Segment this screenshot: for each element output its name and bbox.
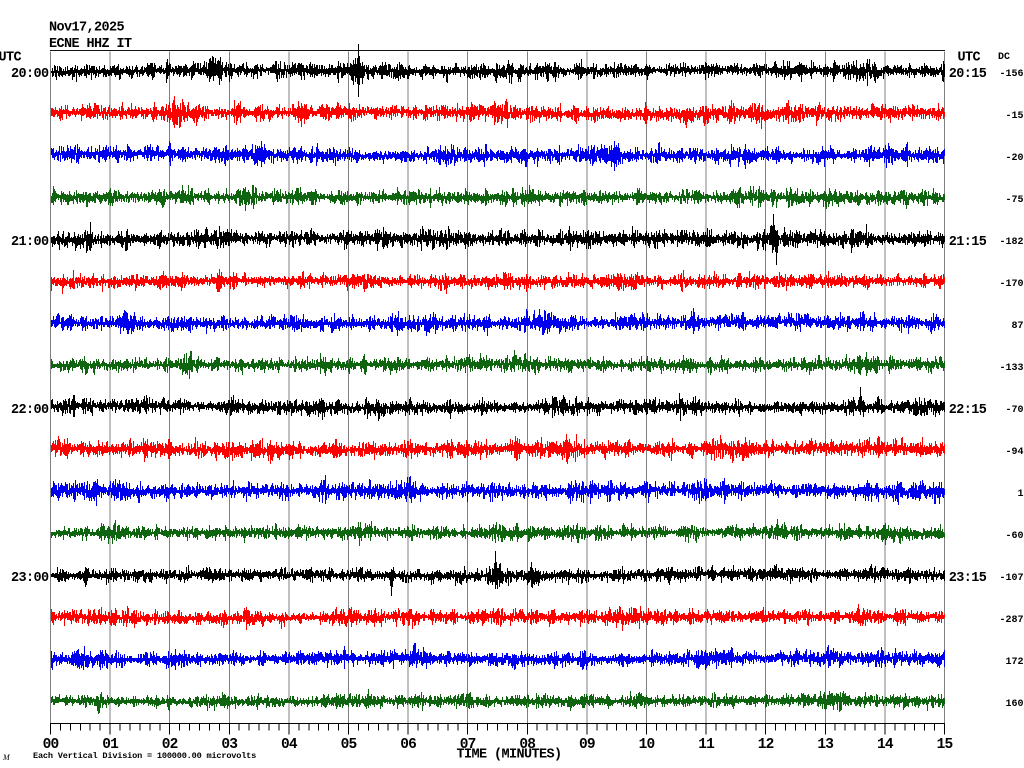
svg-text:22:15: 22:15 bbox=[949, 403, 987, 418]
svg-text:M: M bbox=[2, 753, 11, 762]
svg-text:05: 05 bbox=[341, 737, 357, 753]
svg-text:10: 10 bbox=[639, 737, 655, 753]
svg-text:09: 09 bbox=[579, 737, 595, 753]
svg-text:14: 14 bbox=[877, 737, 894, 753]
svg-text:20:15: 20:15 bbox=[949, 67, 987, 82]
svg-text:06: 06 bbox=[400, 737, 416, 753]
svg-text:01: 01 bbox=[102, 737, 119, 753]
svg-text:TIME (MINUTES): TIME (MINUTES) bbox=[456, 748, 561, 763]
svg-text:02: 02 bbox=[162, 737, 178, 753]
svg-text:00: 00 bbox=[43, 737, 59, 753]
svg-text:-156: -156 bbox=[999, 69, 1023, 80]
svg-text:UTC: UTC bbox=[958, 51, 981, 66]
svg-text:1: 1 bbox=[1017, 489, 1023, 500]
svg-text:-94: -94 bbox=[1005, 447, 1023, 458]
svg-text:11: 11 bbox=[698, 737, 715, 753]
svg-text:-287: -287 bbox=[999, 615, 1023, 626]
svg-text:15: 15 bbox=[937, 737, 953, 753]
svg-text:22:00: 22:00 bbox=[11, 403, 49, 418]
svg-text:-133: -133 bbox=[999, 363, 1023, 374]
svg-text:07: 07 bbox=[460, 737, 476, 753]
svg-text:08: 08 bbox=[519, 737, 535, 753]
svg-text:87: 87 bbox=[1011, 321, 1023, 332]
svg-text:21:15: 21:15 bbox=[949, 235, 987, 250]
svg-text:Nov17,2025: Nov17,2025 bbox=[49, 21, 125, 36]
svg-text:Each Vertical Division = 10000: Each Vertical Division = 100000.00 micro… bbox=[33, 751, 256, 761]
svg-text:23:15: 23:15 bbox=[949, 571, 987, 586]
svg-text:13: 13 bbox=[817, 737, 833, 753]
svg-text:ECNE HHZ IT: ECNE HHZ IT bbox=[49, 37, 132, 52]
svg-text:-20: -20 bbox=[1005, 153, 1023, 164]
svg-text:160: 160 bbox=[1005, 699, 1023, 710]
svg-text:UTC: UTC bbox=[0, 51, 22, 66]
svg-text:-107: -107 bbox=[999, 573, 1023, 584]
svg-text:-170: -170 bbox=[999, 279, 1023, 290]
svg-text:20:00: 20:00 bbox=[11, 67, 49, 82]
svg-text:-182: -182 bbox=[999, 237, 1023, 248]
svg-text:-15: -15 bbox=[1005, 111, 1023, 122]
svg-text:23:00: 23:00 bbox=[11, 571, 49, 586]
svg-text:12: 12 bbox=[758, 737, 774, 753]
svg-text:-70: -70 bbox=[1005, 405, 1023, 416]
svg-text:03: 03 bbox=[221, 737, 237, 753]
svg-text:-75: -75 bbox=[1005, 195, 1023, 206]
svg-text:172: 172 bbox=[1005, 657, 1023, 668]
svg-text:-60: -60 bbox=[1005, 531, 1023, 542]
svg-text:04: 04 bbox=[281, 737, 298, 753]
svg-text:21:00: 21:00 bbox=[11, 235, 49, 250]
svg-text:DC: DC bbox=[998, 52, 1010, 63]
